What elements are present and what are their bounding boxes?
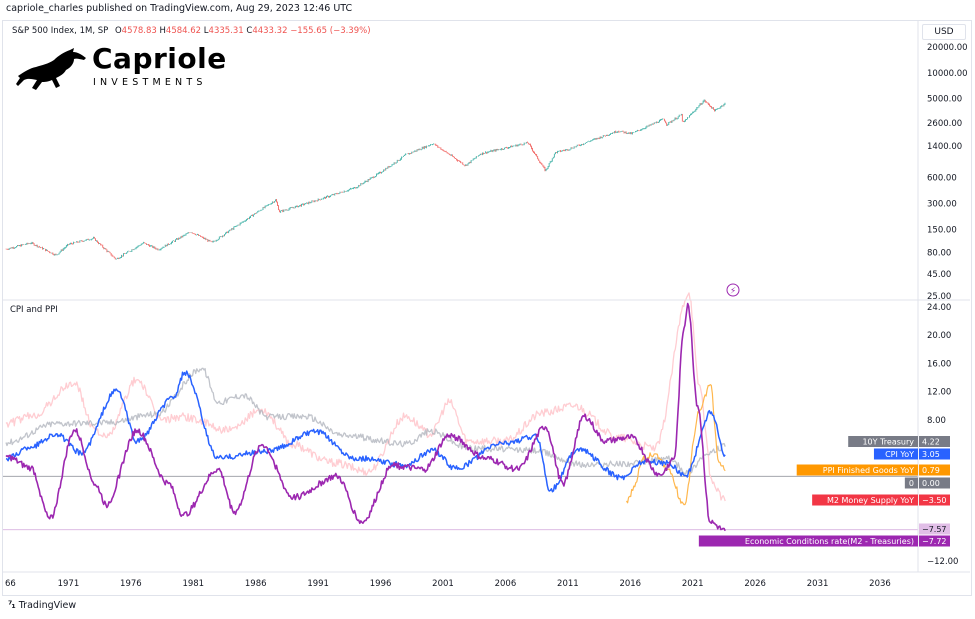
lower-y-tick-label: 20.00 [927, 331, 951, 341]
symbol-name[interactable]: S&P 500 Index, 1M, SP [12, 26, 109, 36]
ppi-finished-goods-value-bg [919, 464, 950, 476]
treasury-10y-label-bg [848, 436, 918, 447]
x-tick-label: 1971 [58, 579, 80, 589]
event-marker-icon [726, 283, 740, 297]
m2-money-supply-value: −3.50 [922, 496, 947, 505]
x-tick-label: 2011 [557, 579, 579, 589]
treasury-10y-line [5, 367, 726, 475]
upper-y-tick-label: 25.00 [927, 292, 951, 302]
zero-value-bg [919, 477, 950, 489]
lower-y-tick-label: −12.00 [927, 557, 958, 567]
lower-pane-title: CPI and PPI [10, 305, 58, 315]
lower-y-tick-label: 16.00 [927, 359, 951, 369]
high-value: 4584.62 [165, 26, 202, 36]
tradingview-logo-icon: ⁷₁ [8, 600, 16, 611]
horse-logo-icon [16, 48, 86, 90]
upper-y-tick-label: 5000.00 [927, 95, 962, 105]
lower-y-tick-label: 12.00 [927, 388, 951, 398]
upper-y-tick-label: 1400.00 [927, 142, 962, 152]
x-tick-label: 2031 [807, 579, 829, 589]
logo-title: Capriole [92, 42, 227, 75]
cpi-yoy-line [5, 370, 726, 493]
ppi-finished-goods-value: 0.79 [922, 466, 940, 475]
upper-y-tick-label: 150.00 [927, 225, 957, 235]
ppi-finished-goods-label-bg [796, 464, 918, 476]
x-tick-label: 1981 [182, 579, 204, 589]
treasury-10y-value-bg [919, 436, 950, 447]
m2-money-supply-line [5, 292, 726, 502]
currency-button[interactable]: USD [922, 24, 966, 40]
x-tick-label: 2026 [744, 579, 766, 589]
x-tick-label: 2036 [869, 579, 891, 589]
upper-y-tick-label: 2600.00 [927, 119, 962, 129]
zero-label-bg [904, 477, 918, 489]
low-value: 4335.31 [208, 26, 244, 36]
open-value: 4578.83 [121, 26, 157, 36]
zero-value: 0.00 [922, 479, 940, 488]
x-tick-label: 2016 [619, 579, 641, 589]
cpi-yoy-value: 3.05 [922, 450, 940, 459]
treasury-10y-label: 10Y Treasury [862, 438, 914, 447]
lower-y-tick-label: 8.00 [927, 416, 946, 426]
cpi-yoy-value-bg [919, 448, 950, 460]
upper-y-tick-label: 45.00 [927, 270, 951, 280]
upper-y-tick-label: 80.00 [927, 249, 951, 259]
economic-conditions-label: Economic Conditions rate(M2 - Treasuries… [745, 537, 914, 546]
lower-y-tick-label: 24.00 [927, 303, 951, 313]
footer-brand[interactable]: TradingView [18, 600, 77, 611]
symbol-legend: S&P 500 Index, 1M, SP O4578.83 H4584.62 … [12, 26, 371, 36]
x-tick-label: 1991 [307, 579, 329, 589]
upper-y-tick-label: 600.00 [927, 174, 957, 184]
m2-money-supply-label-bg [812, 494, 918, 506]
x-tick-label: 2001 [432, 579, 454, 589]
chart-frame [2, 20, 972, 596]
economic-conditions-value: −7.72 [922, 537, 947, 546]
x-tick-label: 1986 [245, 579, 267, 589]
low-label: L [203, 26, 209, 36]
m2-money-supply-value-bg [919, 494, 950, 506]
cpi-yoy-label: CPI YoY [885, 450, 914, 459]
economic-conditions-value-bg [919, 535, 950, 547]
footer: ⁷₁ TradingView [8, 600, 76, 611]
x-tick-label: 1996 [370, 579, 392, 589]
x-tick-label: 66 [5, 579, 16, 589]
upper-y-tick-label: 20000.00 [927, 43, 968, 53]
ppi-finished-goods-label: PPI Finished Goods YoY [823, 466, 914, 475]
x-tick-label: 2006 [495, 579, 517, 589]
close-value: 4433.32 [252, 26, 288, 36]
upper-y-tick-label: 10000.00 [927, 69, 968, 79]
econ-reference-value: −7.57 [922, 525, 947, 534]
change-value: −155.65 (−3.39%) [290, 26, 371, 36]
x-tick-label: 1976 [120, 579, 142, 589]
open-label: O [114, 26, 122, 36]
economic-conditions-label-bg [698, 535, 918, 547]
treasury-10y-value: 4.22 [922, 438, 940, 447]
close-label: C [246, 26, 253, 36]
x-tick-label: 2021 [682, 579, 704, 589]
high-label: H [159, 26, 166, 36]
upper-y-tick-label: 300.00 [927, 199, 957, 209]
capriole-logo: Capriole INVESTMENTS [14, 42, 226, 94]
published-line: capriole_charles published on TradingVie… [6, 3, 353, 14]
logo-subtitle: INVESTMENTS [93, 77, 207, 88]
cpi-yoy-label-bg [873, 448, 918, 460]
ppi-finished-goods-line [625, 384, 726, 506]
economic-conditions-line [5, 302, 726, 532]
zero-label: 0 [909, 479, 914, 488]
lightning-icon: ⚡ [730, 287, 736, 297]
m2-money-supply-label: M2 Money Supply YoY [827, 496, 914, 505]
econ-reference-value-bg [919, 523, 950, 535]
